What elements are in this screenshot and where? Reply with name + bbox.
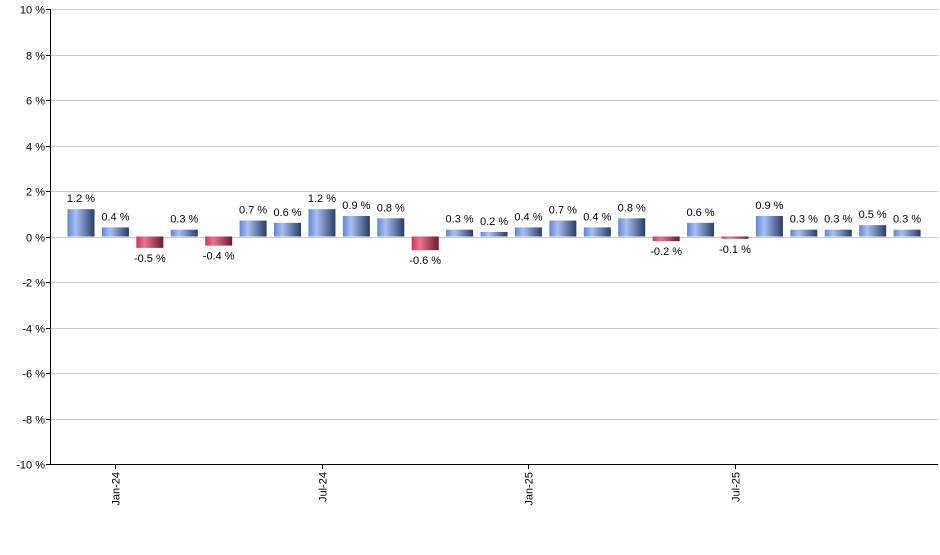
bar — [687, 222, 715, 237]
bar — [446, 229, 474, 237]
bar — [239, 220, 267, 237]
data-label: 0.3 % — [446, 214, 474, 226]
bar — [549, 220, 577, 237]
bar — [893, 229, 921, 237]
x-tick-label: Jan-24 — [111, 472, 123, 506]
x-tick-label: Jan-25 — [524, 472, 536, 506]
data-label: 1.2 % — [67, 193, 95, 205]
y-tick-label: -4 % — [22, 324, 45, 336]
bar — [136, 236, 164, 248]
data-label: 1.2 % — [308, 193, 336, 205]
bar — [101, 227, 129, 237]
bar — [67, 209, 95, 237]
data-label: 0.3 % — [170, 214, 198, 226]
x-tick-label: Jul-24 — [318, 472, 330, 502]
bar — [342, 216, 370, 237]
bar — [377, 218, 405, 237]
y-tick-label: 4 % — [26, 142, 45, 154]
y-tick-label: -10 % — [16, 460, 45, 472]
x-tick-label: Jul-25 — [731, 472, 743, 502]
bar — [411, 236, 439, 251]
gridlines — [50, 9, 938, 420]
y-tick-label: 6 % — [26, 96, 45, 108]
bar — [790, 229, 818, 237]
data-label: 0.8 % — [377, 202, 405, 214]
data-label: 0.3 % — [790, 214, 818, 226]
data-label: 0.3 % — [893, 214, 921, 226]
data-label: 0.7 % — [239, 205, 267, 217]
data-label: 0.3 % — [824, 214, 852, 226]
data-labels: 1.2 % 0.4 % -0.5 % 0.3 % -0.4 % 0.7 % 0.6 % 1.2… — [67, 193, 921, 267]
y-tick-label: -8 % — [22, 415, 45, 427]
data-label: -0.6 % — [409, 255, 441, 267]
bar — [514, 227, 542, 237]
data-label: 0.6 % — [273, 207, 301, 219]
axes: 10 % 8 % 6 % 4 % 2 % 0 % -2 % -4 % -6 % -8 % -10 %… — [16, 5, 938, 506]
bar — [170, 229, 198, 237]
bar — [205, 236, 233, 246]
bar — [583, 227, 611, 237]
y-tick-label: -6 % — [22, 369, 45, 381]
data-label: 0.7 % — [549, 205, 577, 217]
data-label: 0.6 % — [686, 207, 714, 219]
data-label: 0.9 % — [755, 200, 783, 212]
bar — [652, 236, 680, 242]
data-label: 0.9 % — [342, 200, 370, 212]
bar — [755, 216, 783, 237]
bar — [480, 231, 508, 237]
data-label: 0.4 % — [583, 211, 611, 223]
bar — [859, 225, 887, 237]
y-tick-label: 2 % — [26, 187, 45, 199]
y-tick-label: -2 % — [22, 278, 45, 290]
data-label: 0.5 % — [859, 209, 887, 221]
data-label: 0.8 % — [618, 202, 646, 214]
bar — [274, 222, 302, 237]
data-label: -0.4 % — [203, 251, 235, 263]
y-tick-label: 8 % — [26, 51, 45, 63]
bar — [618, 218, 646, 237]
bar — [308, 209, 336, 237]
data-label: 0.4 % — [514, 211, 542, 223]
y-tick-label: 0 % — [26, 233, 45, 245]
bars — [67, 209, 921, 251]
data-label: -0.2 % — [650, 246, 682, 258]
bar — [721, 236, 749, 239]
data-label: -0.5 % — [134, 253, 166, 265]
data-label: 0.4 % — [101, 211, 129, 223]
bar — [824, 229, 852, 237]
data-label: 0.2 % — [480, 216, 508, 228]
data-label: -0.1 % — [719, 244, 751, 256]
y-tick-label: 10 % — [20, 5, 45, 17]
